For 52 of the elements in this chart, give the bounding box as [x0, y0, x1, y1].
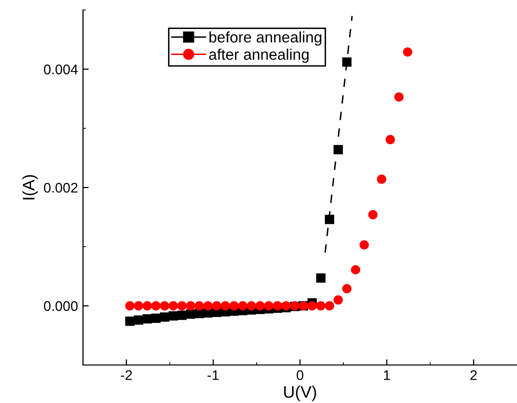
- x-axis-title: U(V): [284, 386, 316, 402]
- point: [125, 316, 135, 326]
- y-tick-label: 0.004: [44, 64, 78, 74]
- x-tick-label: 2: [470, 370, 477, 380]
- point: [376, 174, 386, 184]
- x-tick-label: -2: [120, 370, 132, 380]
- point: [177, 310, 187, 320]
- point: [229, 301, 239, 310]
- point: [168, 311, 178, 321]
- point: [220, 301, 230, 310]
- point: [264, 301, 274, 310]
- point: [334, 295, 343, 305]
- point: [342, 284, 352, 294]
- x-tick-label: 0: [296, 370, 304, 380]
- point: [142, 314, 152, 324]
- point: [151, 301, 161, 310]
- point: [386, 134, 395, 144]
- legend-label: before annealing: [209, 31, 322, 46]
- point: [334, 144, 343, 154]
- y-axis-title: I(A): [22, 175, 38, 200]
- point: [307, 301, 317, 310]
- x-tick-label: 1: [384, 370, 390, 380]
- point: [186, 301, 196, 310]
- legend-label: after annealing: [209, 48, 309, 63]
- point: [255, 301, 265, 310]
- y-tick-label: 0.002: [44, 182, 78, 193]
- point: [134, 301, 144, 310]
- point: [324, 301, 334, 310]
- point: [151, 314, 161, 323]
- point: [186, 309, 196, 319]
- point: [368, 210, 378, 220]
- point: [360, 240, 369, 250]
- x-tick-label: -1: [208, 370, 219, 380]
- point: [238, 301, 248, 310]
- point: [142, 301, 152, 310]
- point: [324, 214, 334, 224]
- y-tick-label: 0.000: [44, 301, 78, 312]
- point: [203, 301, 213, 310]
- point: [316, 273, 326, 283]
- point: [177, 301, 187, 310]
- point: [194, 301, 204, 310]
- point: [394, 92, 404, 102]
- point: [342, 57, 352, 67]
- point: [160, 301, 170, 310]
- point: [212, 301, 222, 310]
- point: [272, 301, 282, 310]
- point: [168, 301, 178, 310]
- point: [402, 47, 412, 57]
- point: [316, 301, 326, 310]
- point: [350, 265, 360, 274]
- point: [125, 301, 135, 310]
- point: [246, 301, 256, 310]
